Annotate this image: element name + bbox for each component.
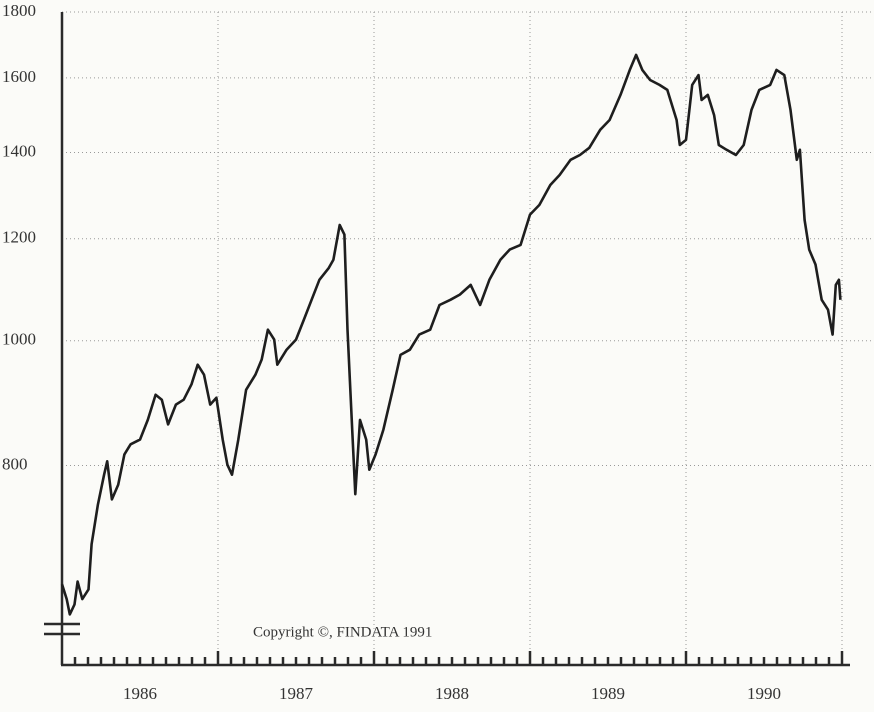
x-tick-label: 1986 <box>123 684 157 703</box>
x-tick-label: 1987 <box>279 684 314 703</box>
y-tick-label: 1600 <box>2 67 36 86</box>
y-tick-label: 1800 <box>2 1 36 20</box>
price-line <box>60 53 842 616</box>
x-tick-label: 1989 <box>591 684 625 703</box>
x-tick-label: 1988 <box>435 684 469 703</box>
y-tick-label: 1000 <box>2 330 36 349</box>
y-tick-label: 1200 <box>2 228 36 247</box>
annotation: Copyright ©, FINDATA 1991 <box>253 624 432 640</box>
y-tick-label: 1400 <box>2 141 36 160</box>
x-tick-label: 1990 <box>747 684 781 703</box>
y-tick-label: 800 <box>2 454 28 473</box>
